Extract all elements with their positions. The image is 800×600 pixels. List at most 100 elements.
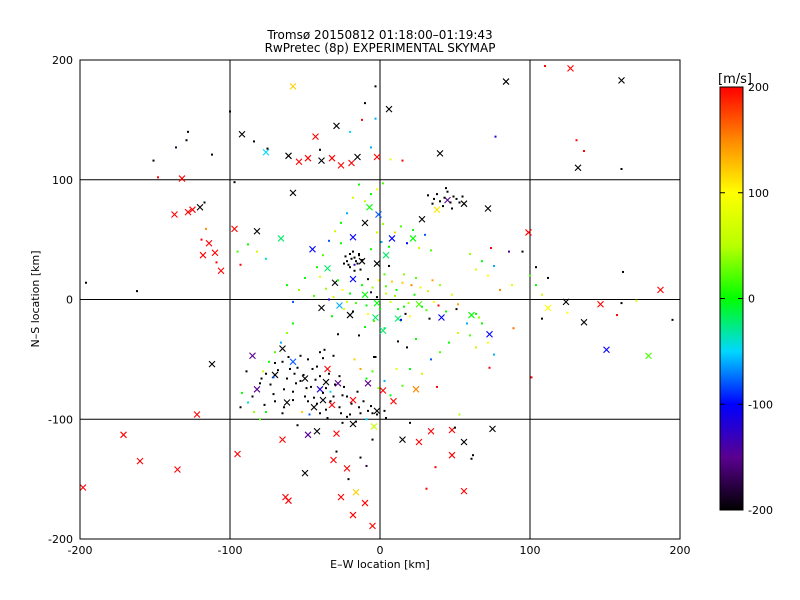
data-point-dot — [296, 366, 299, 369]
data-point-cross — [379, 387, 387, 394]
data-point-dot — [371, 438, 374, 441]
data-point-dot — [521, 250, 524, 253]
data-point-dot — [340, 242, 342, 245]
data-point-dot — [413, 293, 416, 296]
data-point-cross — [361, 499, 369, 507]
data-point-dot — [430, 249, 432, 252]
data-point-dot — [425, 487, 428, 490]
data-point-dot — [410, 284, 413, 287]
data-point-dot — [475, 312, 477, 315]
data-point-dot — [397, 340, 399, 343]
data-point-cross — [486, 330, 493, 338]
x-tick-label: -100 — [218, 544, 243, 557]
data-point-dot — [136, 290, 138, 293]
data-point-cross — [199, 251, 207, 259]
data-point-dot — [292, 399, 294, 402]
data-point-dot — [256, 250, 258, 253]
data-point-dot — [415, 338, 417, 341]
data-point-dot — [544, 64, 546, 67]
data-point-dot — [436, 385, 438, 388]
data-point-dot — [274, 351, 276, 354]
data-point-cross — [120, 431, 127, 439]
data-point-cross — [193, 411, 201, 418]
data-point-cross — [460, 200, 468, 208]
data-point-dot — [335, 450, 338, 453]
data-point-dot — [365, 377, 368, 380]
data-point-cross — [369, 522, 376, 530]
data-point-dot — [449, 201, 452, 204]
data-point-cross — [277, 235, 285, 242]
data-point-dot — [338, 375, 341, 378]
data-point-cross — [415, 438, 423, 446]
data-point-dot — [311, 367, 314, 370]
x-tick-label: -200 — [68, 544, 93, 557]
x-tick-label: 0 — [377, 544, 384, 557]
data-point-dot — [304, 276, 306, 279]
data-point-dot — [404, 312, 407, 315]
data-point-cross — [337, 493, 345, 501]
data-point-dot — [470, 457, 473, 460]
data-point-dot — [367, 278, 369, 281]
data-point-dot — [356, 390, 359, 393]
data-point-dot — [340, 412, 342, 415]
data-point-dot — [346, 395, 348, 398]
data-point-dot — [439, 351, 441, 354]
colorbar-tick-label: 200 — [748, 81, 769, 94]
data-point-dot — [361, 284, 363, 287]
data-point-cross — [208, 360, 216, 368]
data-point-dot — [272, 393, 275, 396]
data-point-dot — [152, 159, 155, 162]
data-point-dot — [535, 284, 537, 287]
data-point-cross — [189, 206, 196, 214]
data-point-dot — [395, 367, 398, 370]
data-point-cross — [316, 385, 324, 393]
data-point-dot — [340, 221, 342, 224]
data-point-dot — [364, 200, 366, 203]
data-point-cross — [313, 427, 321, 435]
data-point-cross — [301, 375, 309, 382]
data-point-dot — [419, 286, 422, 289]
data-point-dot — [376, 188, 378, 191]
data-point-cross — [174, 466, 181, 473]
data-point-dot — [466, 322, 468, 325]
data-point-dot — [457, 332, 459, 335]
data-point-cross — [238, 130, 246, 138]
data-point-dot — [394, 231, 396, 234]
data-point-cross — [136, 457, 144, 465]
data-point-dot — [350, 402, 353, 405]
data-point-dot — [361, 258, 363, 261]
data-point-cross — [319, 396, 327, 404]
data-point-dot — [349, 130, 351, 133]
data-point-dot — [439, 200, 441, 203]
data-point-cross — [370, 423, 378, 430]
data-point-dot — [323, 348, 326, 351]
data-point-dot — [277, 369, 279, 372]
data-point-cross — [289, 358, 297, 366]
data-point-dot — [346, 212, 348, 215]
data-point-dot — [493, 264, 495, 267]
data-point-dot — [233, 181, 236, 184]
colorbar-ticks: 200 100 0 -100 -200 — [720, 81, 773, 517]
data-point-cross — [333, 430, 340, 438]
data-point-dot — [446, 190, 449, 193]
data-point-dot — [671, 318, 674, 321]
data-point-dot — [431, 279, 434, 282]
data-point-dot — [469, 252, 471, 255]
data-point-dot — [358, 252, 360, 255]
data-point-dot — [341, 394, 344, 397]
data-point-dot — [296, 424, 299, 427]
data-point-dot — [424, 233, 426, 236]
data-point-cross — [388, 235, 396, 242]
data-point-dot — [229, 110, 231, 113]
y-tick-label: 200 — [52, 54, 73, 67]
data-point-dot — [328, 298, 330, 301]
data-point-dot — [355, 302, 357, 305]
data-point-cross — [372, 314, 379, 321]
data-point-dot — [616, 314, 618, 317]
data-point-dot — [245, 370, 248, 373]
data-point-dot — [367, 312, 369, 315]
data-point-dot — [475, 346, 477, 349]
data-point-dot — [487, 341, 489, 344]
data-point-dot — [353, 269, 356, 272]
data-point-dot — [353, 256, 356, 259]
